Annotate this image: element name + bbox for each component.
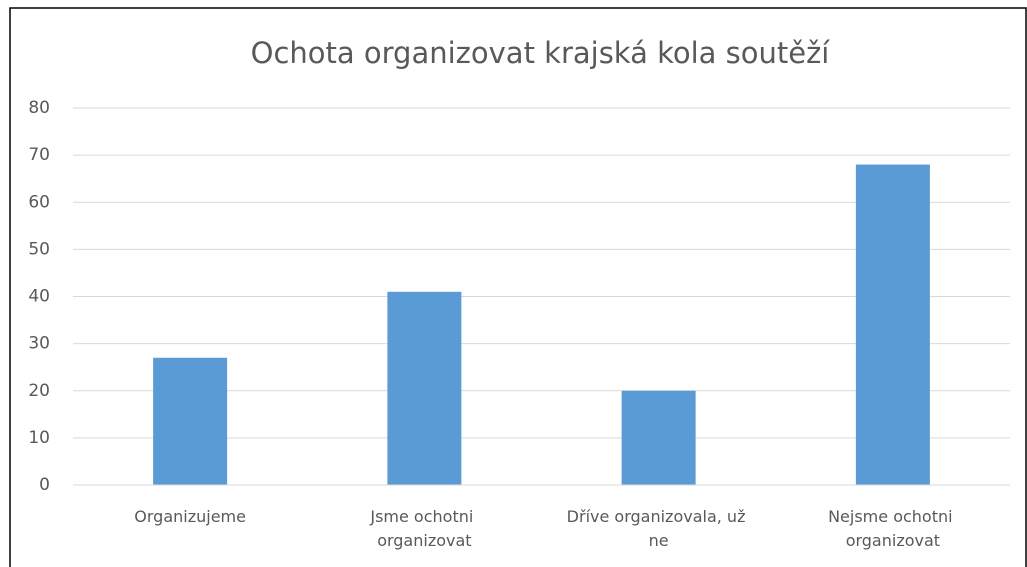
- y-tick-label: 80: [28, 98, 50, 118]
- y-tick-label: 50: [28, 239, 50, 259]
- bar: [153, 357, 228, 485]
- y-tick-label: 0: [39, 475, 50, 495]
- y-tick-label: 70: [28, 145, 50, 165]
- x-tick-label: Jsme ochotni organizovat: [369, 507, 478, 550]
- y-tick-label: 10: [28, 428, 50, 448]
- y-tick-label: 20: [28, 381, 50, 401]
- x-tick-label: Dříve organizovala, už ne: [567, 507, 751, 550]
- bar: [621, 390, 696, 485]
- y-tick-label: 60: [28, 192, 50, 212]
- y-tick-label: 30: [28, 334, 50, 354]
- bar: [387, 291, 462, 485]
- x-tick-label: Nejsme ochotni organizovat: [828, 507, 958, 550]
- chart-title: Ochota organizovat krajská kola soutěží: [251, 36, 831, 70]
- y-tick-label: 40: [28, 287, 50, 307]
- bar: [855, 164, 930, 486]
- x-tick-label: Organizujeme: [134, 507, 246, 526]
